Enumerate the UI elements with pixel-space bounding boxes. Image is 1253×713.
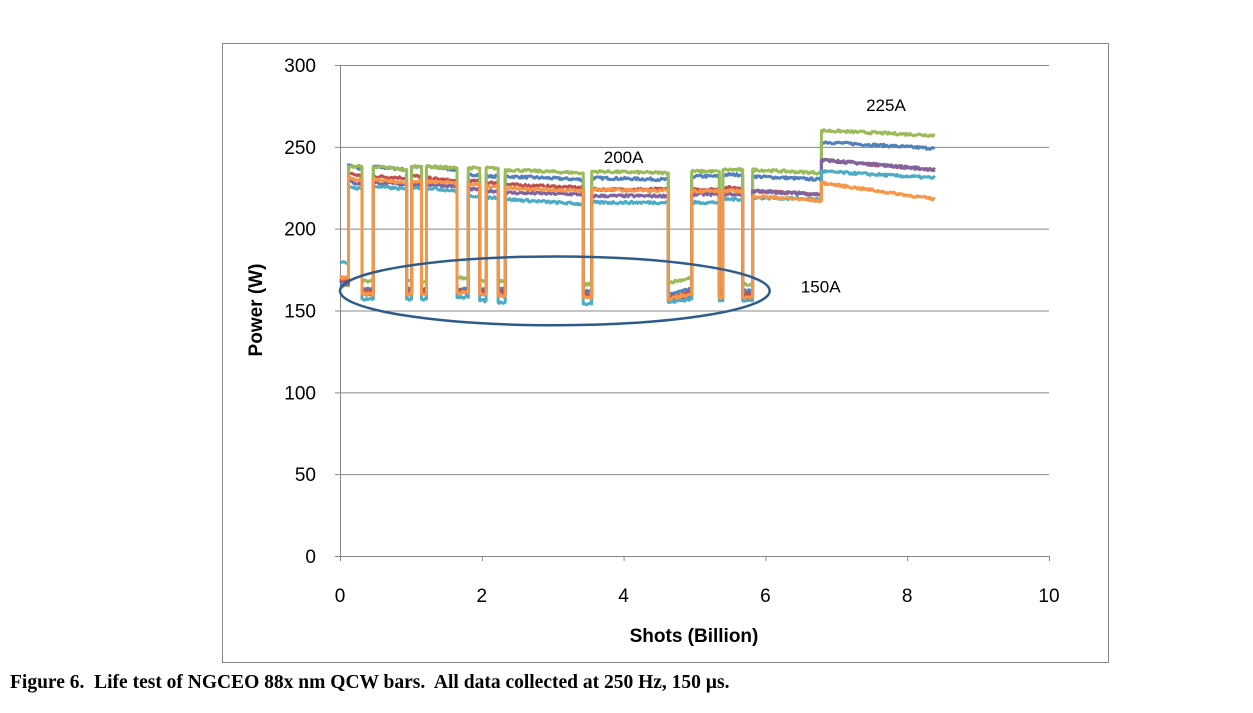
x-tick-label: 0	[335, 586, 346, 607]
y-tick-label: 0	[305, 547, 316, 568]
x-tick-label: 8	[902, 586, 913, 607]
y-tick-label: 50	[295, 465, 316, 486]
y-tick-label: 150	[284, 302, 316, 323]
annotation-label: 225A	[866, 96, 906, 115]
annotations: 200A 225A 150A	[338, 96, 906, 327]
x-tick-label: 10	[1038, 586, 1059, 607]
highlight-ellipse	[338, 255, 771, 327]
y-axis-label: Power (W)	[246, 264, 267, 357]
series-line-4	[339, 157, 936, 303]
y-tick-label: 250	[284, 138, 316, 159]
x-tick-label: 4	[618, 586, 629, 607]
y-tick-labels: 0 50 100 150 200 250 300	[284, 56, 316, 568]
x-tick-labels: 0 2 4 6 8 10	[335, 586, 1060, 607]
x-tick-label: 6	[760, 586, 771, 607]
chart-border	[222, 43, 1109, 663]
series-line-6	[338, 175, 936, 302]
y-tick-label: 300	[284, 56, 316, 77]
x-tick-label: 2	[477, 586, 488, 607]
y-tick-label: 100	[284, 383, 316, 404]
series-line-5	[339, 169, 936, 307]
annotation-label: 200A	[604, 148, 644, 167]
y-tick-label: 200	[284, 220, 316, 241]
annotation-label: 150A	[801, 277, 841, 296]
series-line-3	[339, 128, 936, 289]
figure-caption: Figure 6. Life test of NGCEO 88x nm QCW …	[10, 672, 730, 693]
x-axis-label: Shots (Billion)	[630, 626, 759, 647]
series-lines	[338, 128, 936, 307]
